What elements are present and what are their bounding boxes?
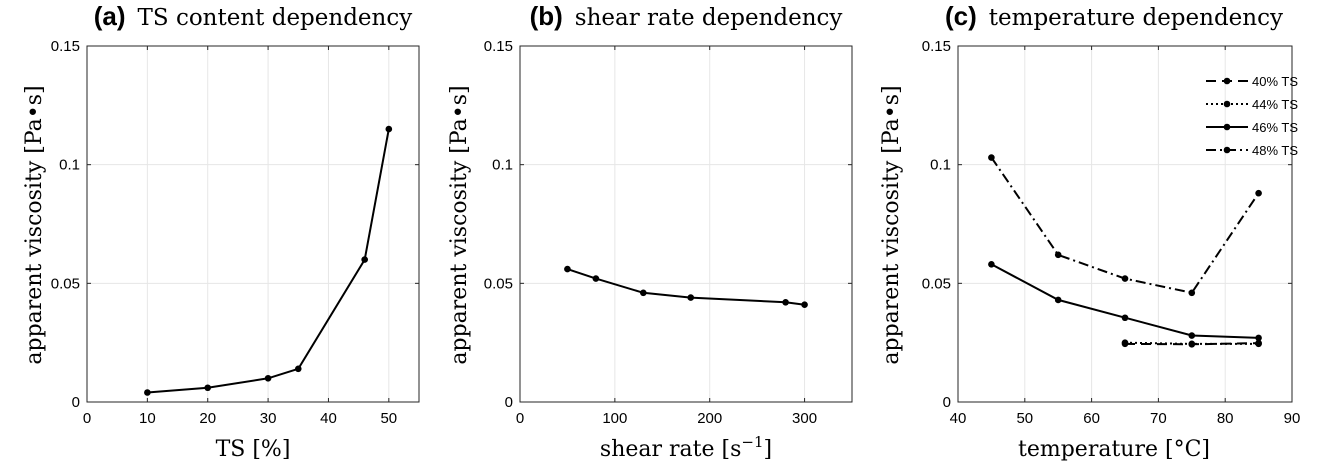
panel-a-ticks: 0 10 20 30 40 50 0 0.05 0.1 0.15	[51, 38, 419, 427]
panel-b-x-tick-label: 300	[792, 410, 817, 427]
legend-label-0: 40% TS	[1252, 74, 1298, 89]
panel-c-series-3-point	[1255, 189, 1262, 197]
panel-a-series-0-point	[294, 365, 302, 373]
panel-b-x-label-sup: −1	[741, 433, 763, 451]
panel-b-series-0-point	[564, 265, 571, 273]
panel-c-series-2-point	[988, 261, 995, 268]
panel-b-y-axis-label: apparent viscosity [Pa•s]	[447, 85, 472, 364]
panel-c-series-2-point	[1188, 332, 1196, 339]
panel-a-series-0-point	[385, 125, 393, 133]
panel-a-y-axis-label: apparent viscosity [Pa•s]	[22, 85, 47, 364]
panel-c-y-tick-label: 0	[943, 394, 951, 411]
panel-a-grid	[86, 45, 419, 403]
panel-a-title: (a) TS content dependency	[94, 1, 412, 31]
panel-b-x-tick-label: 100	[602, 410, 627, 427]
panel-b-x-label-main: shear rate [s	[600, 437, 741, 462]
panel-b-title-text: shear rate dependency	[575, 5, 843, 31]
panel-c-x-tick-label: 40	[950, 410, 967, 427]
panel-c-series-3-point	[988, 154, 995, 161]
panel-b-series-0-point	[592, 275, 600, 282]
panel-a-y-tick-label: 0.1	[59, 157, 80, 174]
panel-b-series-0-point	[687, 294, 695, 301]
panel-shear-rate: (b) shear rate dependency 0 100 200 300 0 0.0…	[447, 1, 853, 462]
panel-a-series-0-point	[264, 374, 272, 382]
panel-c-series	[988, 154, 1262, 348]
panel-a-x-tick-label: 20	[199, 410, 216, 427]
panel-c-letter: (c)	[945, 1, 977, 31]
panel-c-y-tick-label: 0.1	[930, 157, 951, 174]
legend-label-3: 48% TS	[1252, 143, 1298, 158]
panel-c-title: (c) temperature dependency	[945, 1, 1283, 31]
legend-marker-2	[1223, 123, 1231, 131]
panel-b-y-tick-label: 0	[505, 394, 513, 411]
panel-b-y-tick-label: 0.1	[492, 157, 513, 174]
panel-c-x-tick-label: 50	[1016, 410, 1033, 427]
panel-a-x-tick-label: 50	[380, 410, 397, 427]
panel-b-x-label-end: ]	[764, 437, 773, 462]
panel-b-series-0-point	[801, 301, 808, 308]
panel-c-title-text: temperature dependency	[989, 5, 1283, 31]
panel-a-x-tick-label: 10	[139, 410, 156, 427]
panel-c-y-axis-label: apparent viscosity [Pa•s]	[879, 85, 904, 364]
legend-marker-0	[1223, 77, 1231, 85]
panel-c-x-tick-label: 90	[1284, 410, 1301, 427]
panel-b-frame	[519, 45, 853, 403]
panel-a-y-tick-label: 0.05	[51, 275, 80, 292]
panel-a-x-tick-label: 0	[83, 410, 91, 427]
panel-b-y-tick-label: 0.05	[484, 275, 513, 292]
panel-b-ticks: 0 100 200 300 0 0.05 0.1 0.15	[484, 38, 852, 427]
panel-b-grid	[519, 45, 852, 403]
panel-c-series-3-point	[1188, 289, 1196, 297]
panel-a-frame	[86, 45, 420, 403]
legend-marker-3	[1223, 146, 1231, 154]
panel-a-y-tick-label: 0	[72, 394, 80, 411]
panel-a-series-0-point	[361, 256, 368, 263]
panel-c-y-tick-label: 0.05	[922, 275, 951, 292]
panel-c-x-tick-label: 60	[1083, 410, 1100, 427]
panel-b-series-0-line	[567, 268, 805, 306]
panel-a-series-0-line	[147, 128, 390, 394]
panel-a-series-0-point	[204, 384, 212, 392]
panel-c-series-2-point	[1255, 334, 1262, 342]
panel-b-y-tick-label: 0.15	[484, 38, 513, 55]
panel-c-series-2-point	[1054, 296, 1062, 304]
panel-c-series-2-point	[1121, 314, 1129, 322]
panel-c-frame	[957, 45, 1293, 403]
panel-b-title: (b) shear rate dependency	[530, 1, 843, 31]
panel-ts-content: (a) TS content dependency 0 10 20 30 40 50 0 0.…	[22, 1, 420, 462]
panel-c-legend: 40% TS 44% TS 46% TS 48% TS	[1206, 74, 1298, 158]
panel-a-y-tick-label: 0.15	[51, 38, 80, 55]
panel-b-x-tick-label: 0	[516, 410, 524, 427]
legend-label-2: 46% TS	[1252, 120, 1298, 135]
panel-temperature: (c) temperature dependency 40 50 60 70 80 90 0…	[879, 1, 1300, 462]
panel-b-series-0-point	[640, 289, 647, 297]
panel-c-series-3-line	[990, 156, 1260, 294]
panel-c-series-1-point	[1188, 340, 1196, 348]
legend-label-1: 44% TS	[1252, 97, 1298, 112]
panel-c-series-1-point	[1255, 340, 1262, 348]
panel-c-x-tick-label: 70	[1150, 410, 1167, 427]
panel-c-grid	[957, 45, 1293, 403]
panel-a-letter: (a)	[94, 1, 126, 31]
panel-c-y-tick-label: 0.15	[922, 38, 951, 55]
panel-b-series-0-point	[782, 299, 789, 306]
panel-a-x-axis-label: TS [%]	[216, 437, 291, 462]
panel-a-series	[144, 125, 393, 396]
panel-c-series-3-point	[1121, 275, 1129, 282]
panel-c-series-1-point	[1121, 339, 1129, 346]
panel-a-title-text: TS content dependency	[138, 5, 413, 31]
panel-b-series	[564, 265, 808, 308]
legend-marker-1	[1223, 100, 1231, 108]
panel-b-letter: (b)	[530, 1, 563, 31]
panel-b-x-axis-label: shear rate [s−1]	[600, 433, 772, 462]
panel-c-x-axis-label: temperature [°C]	[1018, 437, 1210, 462]
panel-c-series-3-point	[1054, 251, 1062, 259]
panel-a-series-0-point	[144, 389, 151, 396]
panel-c-x-tick-label: 80	[1217, 410, 1234, 427]
panel-b-x-tick-label: 200	[697, 410, 722, 427]
panel-c-ticks: 40 50 60 70 80 90 0 0.05 0.1 0.15	[922, 38, 1301, 427]
panel-a-x-tick-label: 30	[260, 410, 277, 427]
panel-a-x-tick-label: 40	[320, 410, 337, 427]
